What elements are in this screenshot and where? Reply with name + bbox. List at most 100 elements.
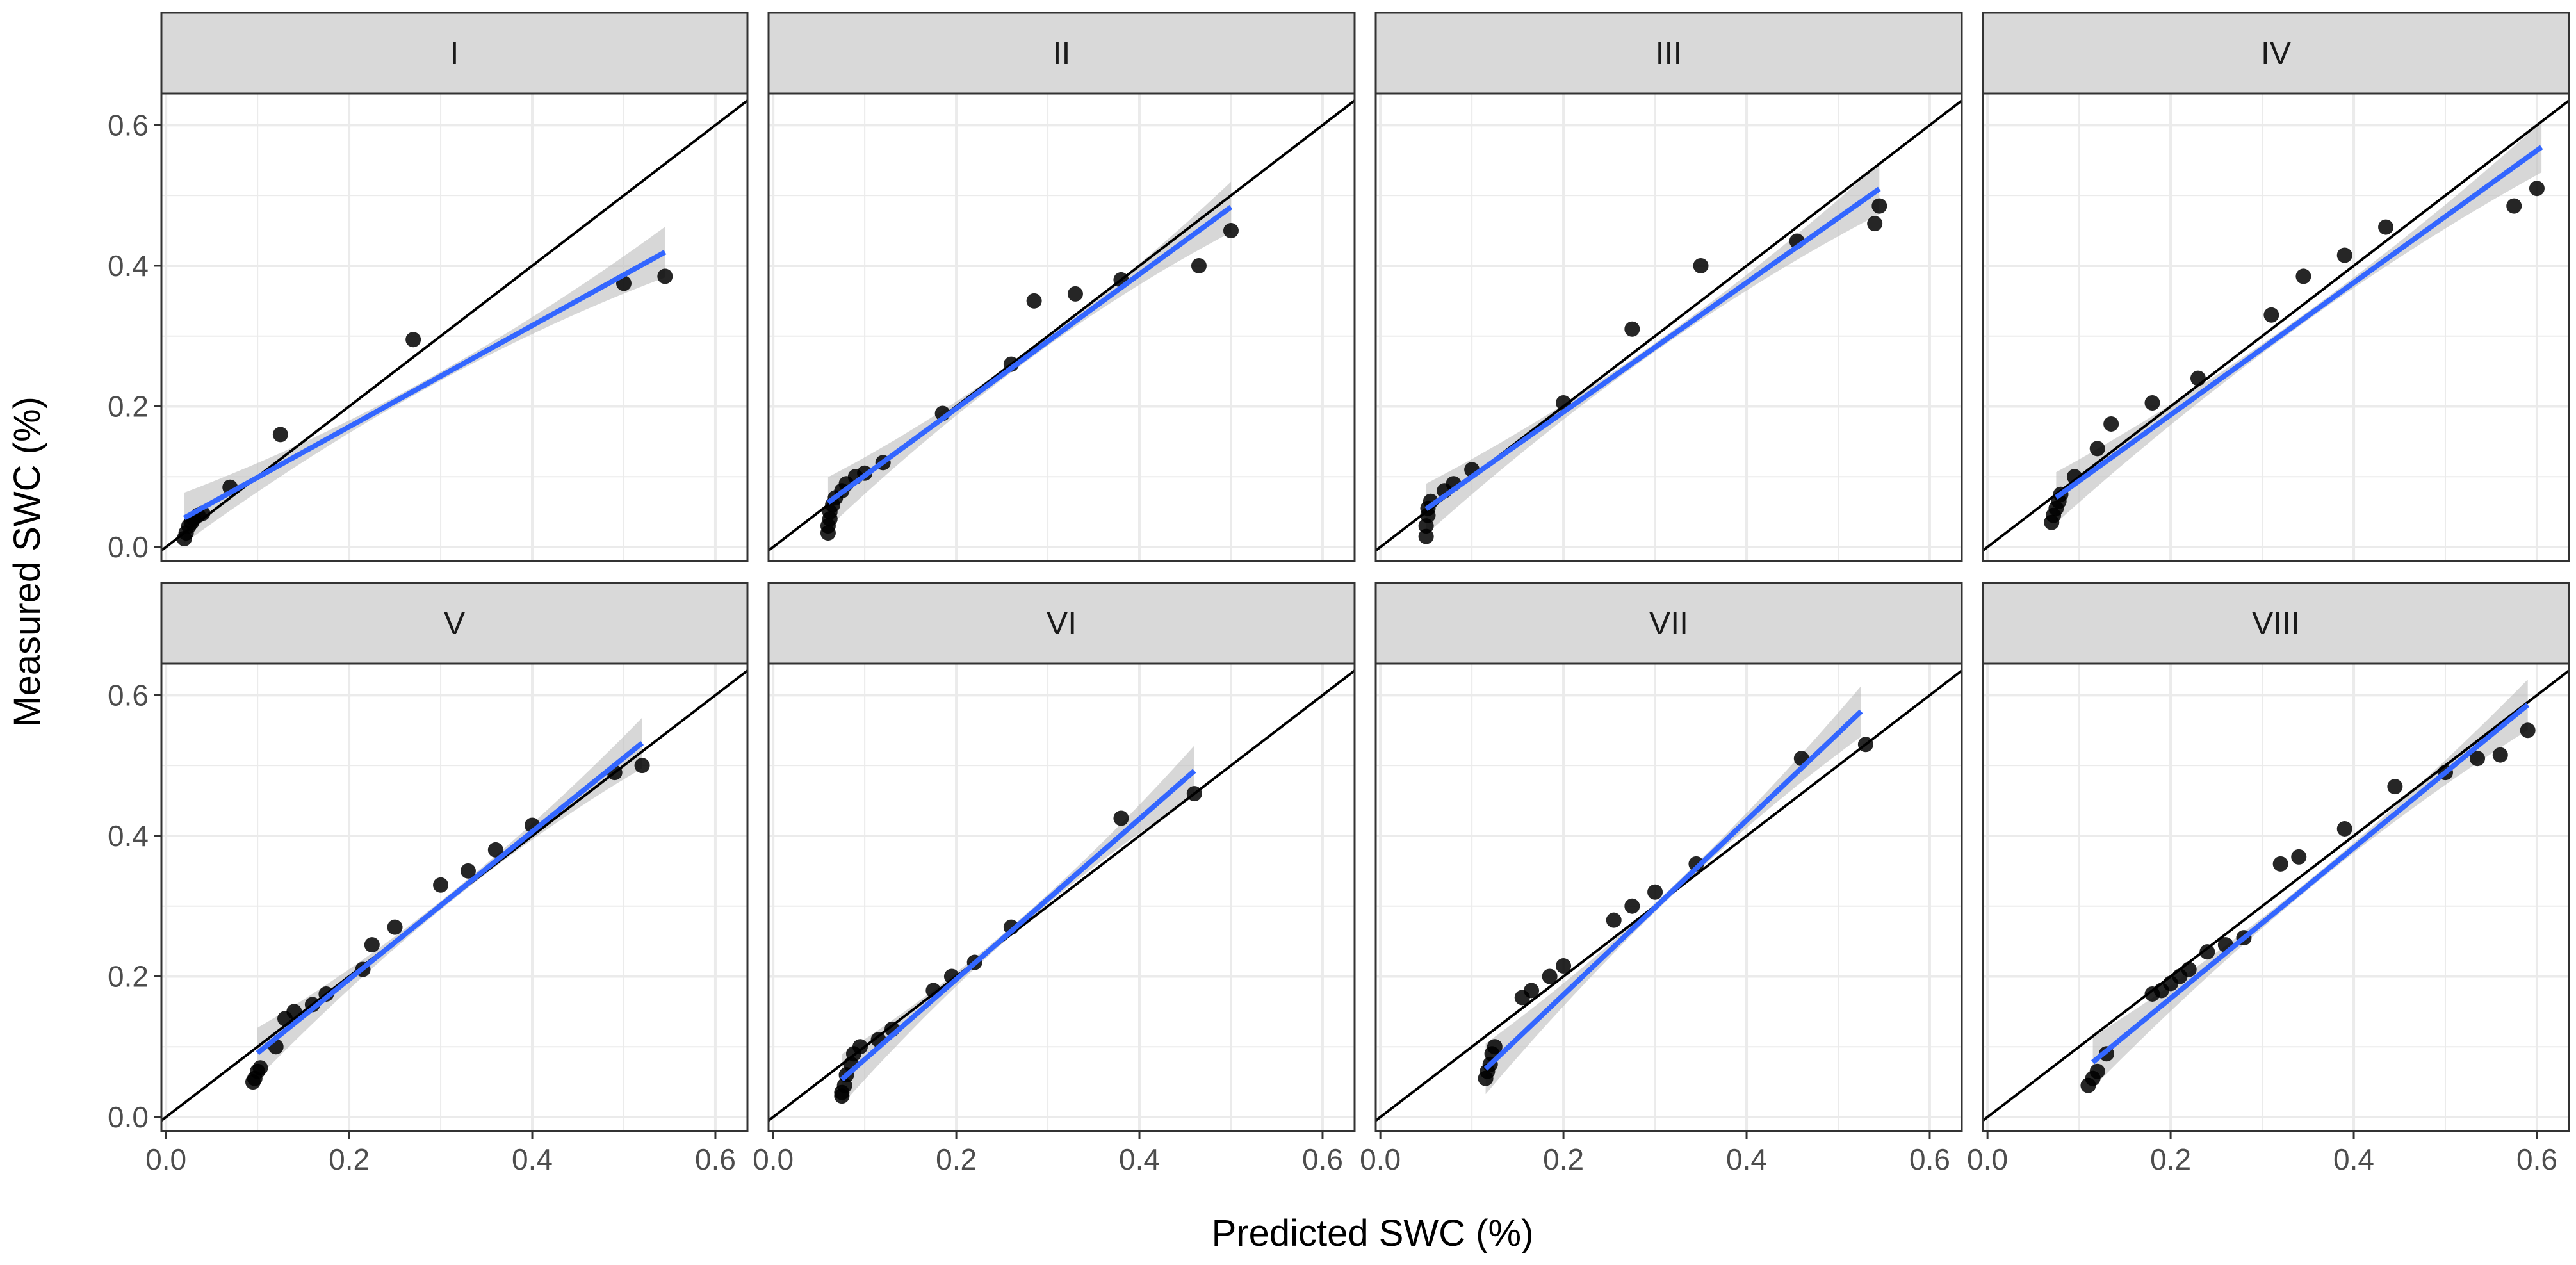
data-point — [2336, 247, 2352, 263]
x-tick-label: 0.2 — [2150, 1143, 2191, 1176]
x-tick-label: 0.0 — [753, 1143, 794, 1176]
data-point — [272, 427, 288, 443]
facet-strip-label: IV — [2261, 35, 2292, 71]
facet-panel-6: VI 0.0 0.2 0.4 0.6 — [753, 582, 1356, 1176]
facet-strip-label: III — [1656, 35, 1683, 71]
data-point — [1067, 286, 1083, 302]
data-point — [2295, 268, 2311, 284]
data-point — [2181, 961, 2197, 977]
x-tick-label: 0.4 — [512, 1143, 553, 1176]
data-point — [852, 1039, 868, 1055]
facet-panel-5: V 0.0 0.2 0.4 0.6 0.0 0.2 0.4 0.6 — [108, 582, 749, 1176]
data-point — [2470, 751, 2486, 767]
facet-strip — [1374, 12, 1963, 95]
one-to-one-line — [1983, 669, 2569, 1122]
x-tick-label: 0.0 — [1967, 1143, 2008, 1176]
panel-plot-area — [1376, 664, 1962, 1131]
x-tick-label: 0.4 — [1119, 1143, 1160, 1176]
data-point — [1113, 810, 1129, 826]
facet-strip — [767, 582, 1356, 665]
data-point — [2190, 370, 2206, 386]
data-point — [1191, 257, 1207, 273]
facet-strip — [1982, 12, 2570, 95]
y-tick-label: 0.4 — [108, 819, 149, 853]
data-point — [1606, 912, 1622, 928]
data-point — [1624, 898, 1640, 914]
data-point — [1857, 737, 1873, 753]
data-point — [1647, 884, 1663, 900]
x-tick-label: 0.6 — [2516, 1143, 2557, 1176]
data-point — [1871, 198, 1887, 214]
data-point — [2378, 219, 2394, 235]
facet-strip-label: V — [444, 605, 466, 641]
y-tick-label: 0.6 — [108, 108, 149, 142]
regression-line — [2091, 703, 2530, 1065]
data-point — [2387, 779, 2403, 795]
data-point — [387, 919, 403, 935]
panel-plot-area — [161, 664, 747, 1131]
panel-plot-area — [1983, 94, 2569, 561]
facet-strip — [1982, 582, 2570, 665]
facet-strip-label: VIII — [2252, 605, 2300, 641]
data-point — [433, 877, 449, 893]
facet-panel-4: IV — [1982, 12, 2570, 562]
facet-strip-label: VI — [1047, 605, 1077, 641]
facet-strip-label: I — [450, 35, 459, 71]
y-axis-title: Measured SWC (%) — [6, 396, 48, 727]
data-point — [405, 332, 421, 348]
x-tick-label: 0.4 — [2333, 1143, 2374, 1176]
data-point — [286, 1004, 302, 1020]
regression-line — [826, 205, 1233, 505]
y-tick-label: 0.4 — [108, 249, 149, 282]
data-point — [364, 937, 380, 953]
regression-line — [1424, 186, 1881, 512]
regression-line — [256, 740, 644, 1056]
data-point — [2492, 747, 2508, 763]
panel-plot-area — [769, 664, 1355, 1131]
data-point — [2263, 307, 2279, 323]
facet-panel-3: III — [1374, 12, 1963, 562]
y-tick-label: 0.2 — [108, 959, 149, 993]
data-point — [2520, 722, 2536, 739]
data-point — [252, 1060, 268, 1076]
facet-panel-7: VII 0.0 0.2 0.4 0.6 — [1360, 582, 1963, 1176]
data-point — [1186, 786, 1202, 802]
y-tick-label: 0.0 — [108, 1100, 149, 1134]
data-point — [1542, 968, 1558, 984]
x-axis-title: Predicted SWC (%) — [1212, 1212, 1534, 1254]
data-point — [1223, 223, 1239, 239]
data-point — [2089, 1063, 2105, 1079]
data-point — [2144, 395, 2160, 411]
x-tick-label: 0.6 — [1302, 1143, 1343, 1176]
data-point — [2336, 820, 2352, 837]
data-point — [2199, 944, 2215, 960]
data-point — [487, 842, 503, 858]
data-point — [1867, 216, 1883, 232]
facet-panel-2: II — [767, 12, 1356, 562]
regression-line — [183, 250, 667, 521]
facet-strip-label: II — [1053, 35, 1071, 71]
data-point — [1693, 257, 1709, 273]
data-point — [1026, 293, 1042, 309]
data-point — [460, 863, 476, 879]
data-point — [1524, 983, 1540, 999]
regression-line — [2055, 145, 2543, 500]
data-point — [1418, 528, 1434, 544]
x-tick-label: 0.2 — [936, 1143, 977, 1176]
panel-plot-area — [1376, 94, 1962, 561]
data-point — [2529, 181, 2545, 197]
x-tick-label: 0.4 — [1726, 1143, 1767, 1176]
data-point — [2291, 849, 2307, 865]
data-point — [634, 758, 650, 774]
facet-strip — [767, 12, 1356, 95]
facet-strip-label: VII — [1649, 605, 1688, 641]
x-tick-label: 0.2 — [1543, 1143, 1584, 1176]
facet-strip — [160, 582, 749, 665]
regression-line — [1483, 709, 1863, 1071]
data-point — [1487, 1039, 1503, 1055]
data-point — [2506, 198, 2522, 214]
panel-plot-area — [1983, 664, 2569, 1131]
data-point — [2089, 441, 2105, 457]
